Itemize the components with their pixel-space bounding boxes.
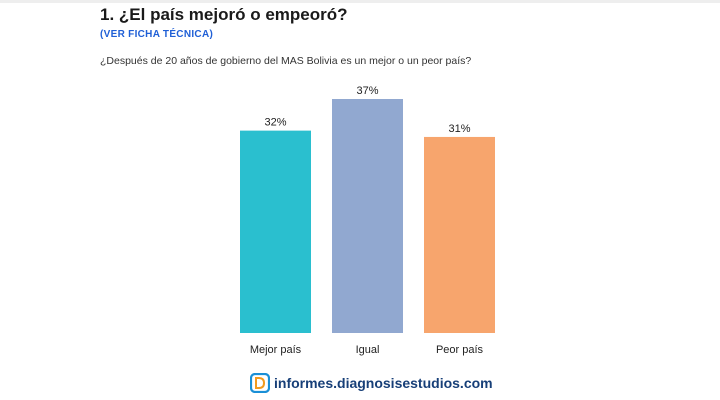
footer-site-url: informes.diagnosisestudios.com [274,375,493,391]
bar-value-label: 37% [356,85,378,97]
page-title: 1. ¿El país mejoró o empeoró? [100,5,348,24]
tech-sheet-link[interactable]: (VER FICHA TÉCNICA) [100,29,214,40]
survey-question: ¿Después de 20 años de gobierno del MAS … [100,55,472,67]
diagnosis-logo-icon [250,373,270,393]
top-divider [0,0,720,3]
footer-brand[interactable]: informes.diagnosisestudios.com [250,372,493,394]
category-label: Peor país [436,344,484,356]
category-label: Igual [356,344,380,356]
category-label: Mejor país [250,344,302,356]
bar-value-label: 32% [264,117,286,129]
bar-1 [240,130,311,333]
bar-value-label: 31% [448,123,470,135]
bar-2 [332,99,403,333]
bar-3 [424,136,495,333]
